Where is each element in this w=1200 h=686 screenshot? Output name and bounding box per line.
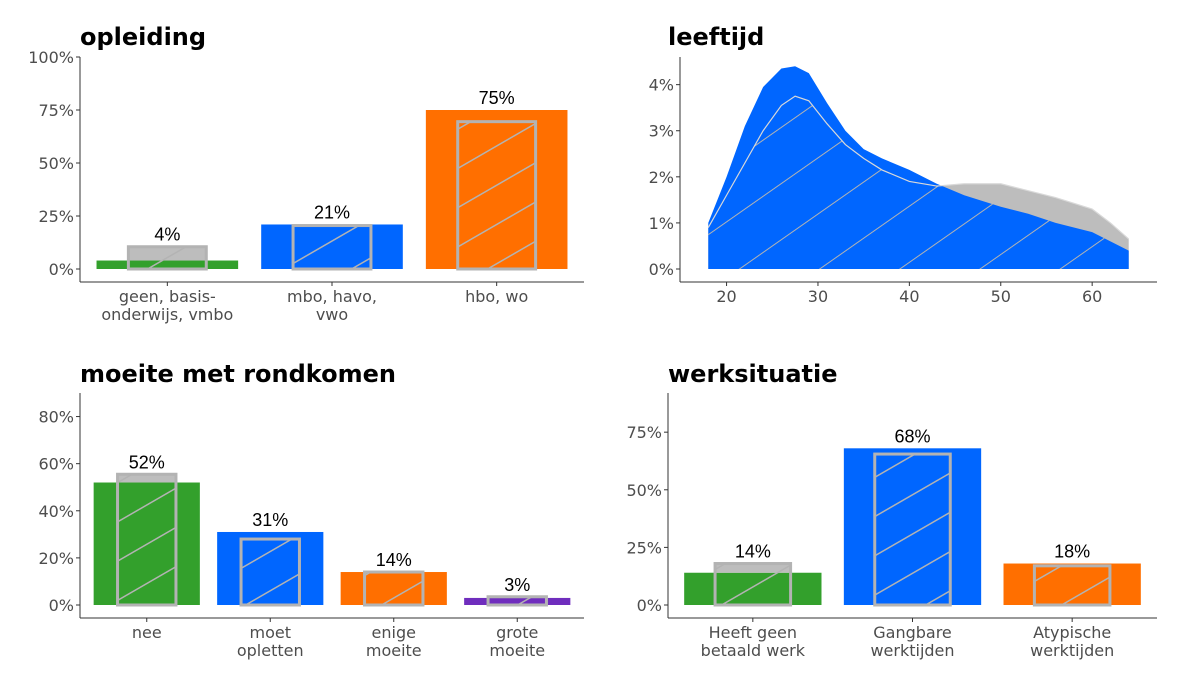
x-tick-label: 40 — [899, 287, 919, 306]
y-tick-label: 80% — [38, 408, 74, 427]
category-label-line: onderwijs, vmbo — [101, 305, 233, 324]
category-label: nee — [132, 623, 162, 642]
value-label: 75% — [479, 88, 515, 108]
category-label: geen, basis-onderwijs, vmbo — [101, 287, 233, 324]
y-tick-label: 0% — [49, 260, 74, 279]
category-label-line: hbo, wo — [465, 287, 528, 306]
y-tick-label: 1% — [649, 214, 674, 233]
category-label: Atypische werktijden — [1030, 623, 1114, 660]
category-label-line: moet — [250, 623, 292, 642]
panel-title: moeite met rondkomen — [80, 360, 396, 388]
category-label-line: werktijden — [1030, 641, 1114, 660]
x-tick-label: 20 — [716, 287, 736, 306]
y-tick-label: 0% — [649, 260, 674, 279]
y-tick-label: 3% — [649, 122, 674, 141]
y-tick-label: 2% — [649, 168, 674, 187]
y-tick-label: 60% — [38, 455, 74, 474]
y-tick-label: 0% — [49, 596, 74, 615]
value-label: 31% — [252, 510, 288, 530]
panel-opleiding: opleiding 0% 25% 50% 75% 100% 4% geen, basis-o… — [28, 23, 584, 324]
category-label-line: mbo, havo, — [287, 287, 377, 306]
y-tick-label: 40% — [38, 502, 74, 521]
category-label: hbo, wo — [465, 287, 528, 306]
y-tick-label: 4% — [649, 76, 674, 95]
reference-bar — [873, 452, 952, 607]
category-label: grote moeite — [489, 623, 545, 660]
y-tick-label: 50% — [38, 154, 74, 173]
category-label-line: opletten — [237, 641, 304, 660]
y-tick-label: 0% — [637, 596, 662, 615]
reference-bar — [239, 537, 301, 607]
y-tick-label: 25% — [38, 207, 74, 226]
area-series-group — [707, 66, 1130, 269]
category-label: Gangbare werktijden — [870, 623, 954, 660]
category-label-line: geen, basis- — [119, 287, 216, 306]
reference-hatch — [708, 96, 1129, 269]
y-tick-label: 50% — [626, 481, 662, 500]
x-tick-label: 30 — [808, 287, 828, 306]
reference-outline — [707, 95, 1130, 240]
category-label: Heeft geen betaald werk — [701, 623, 806, 660]
category-label: mbo, havo, vwo — [287, 287, 377, 324]
category-label-line: vwo — [316, 305, 348, 324]
value-label: 18% — [1054, 542, 1090, 562]
y-tick-label: 75% — [626, 423, 662, 442]
y-tick-label: 75% — [38, 101, 74, 120]
panel-moeite-met-rondkomen: moeite met rondkomen 0% 20% 40% 60% 80% 52% ne… — [38, 360, 584, 660]
panel-title: leeftijd — [668, 23, 764, 51]
category-label-line: betaald werk — [701, 641, 806, 660]
value-label: 3% — [504, 575, 530, 595]
category-label: moet opletten — [237, 623, 304, 660]
value-label: 52% — [129, 452, 165, 472]
y-tick-label: 25% — [626, 538, 662, 557]
reference-bar — [291, 224, 373, 271]
category-label-line: werktijden — [870, 641, 954, 660]
panel-title: opleiding — [80, 23, 206, 51]
x-tick-label: 60 — [1082, 287, 1102, 306]
category-label-line: moeite — [489, 641, 545, 660]
category-label-line: enige — [372, 623, 416, 642]
category-label: enige moeite — [366, 623, 422, 660]
value-label: 68% — [894, 426, 930, 446]
x-tick-label: 50 — [991, 287, 1011, 306]
panel-werksituatie: werksituatie 0% 25% 50% 75% 14% Heeft geen bet… — [626, 360, 1157, 660]
reference-bar — [363, 570, 425, 607]
value-label: 4% — [154, 225, 180, 245]
reference-bar — [486, 595, 548, 607]
reference-bar — [126, 245, 208, 271]
panel-leeftijd: leeftijd 0% 1% 2% 3% 4% 20 30 40 50 60 — [649, 23, 1157, 306]
category-label-line: moeite — [366, 641, 422, 660]
panel-title: werksituatie — [668, 360, 838, 388]
category-label-line: Gangbare — [873, 623, 952, 642]
value-label: 14% — [376, 550, 412, 570]
category-label-line: Atypische — [1033, 623, 1111, 642]
value-label: 14% — [735, 542, 771, 562]
reference-bar — [1032, 564, 1112, 607]
category-label-line: grote — [496, 623, 538, 642]
y-tick-label: 20% — [38, 549, 74, 568]
reference-bar — [713, 562, 793, 607]
category-label-line: Heeft geen — [709, 623, 797, 642]
value-label: 21% — [314, 202, 350, 222]
reference-bar — [456, 120, 538, 271]
reference-bar — [116, 472, 178, 607]
y-tick-label: 100% — [28, 48, 74, 67]
category-label-line: nee — [132, 623, 162, 642]
